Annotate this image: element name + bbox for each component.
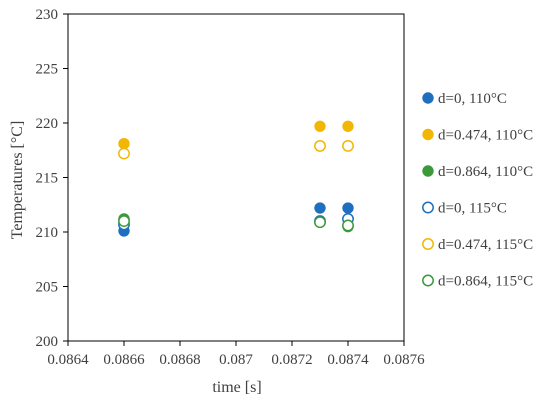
legend-label: d=0.864, 110°C <box>438 164 533 180</box>
x-tick-label: 0.0864 <box>47 352 89 368</box>
legend-label: d=0.474, 115°C <box>438 237 533 253</box>
y-tick-label: 210 <box>36 225 59 241</box>
legend-marker <box>422 201 434 214</box>
legend-label: d=0.864, 115°C <box>438 274 533 290</box>
data-point <box>314 139 326 152</box>
legend-marker <box>422 128 434 141</box>
x-tick-label: 0.0876 <box>383 352 425 368</box>
y-tick-label: 220 <box>36 116 59 132</box>
data-point <box>342 202 354 214</box>
data-point <box>314 202 326 214</box>
x-tick-label: 0.0872 <box>271 352 312 368</box>
x-axis-label: time [s] <box>212 379 261 396</box>
data-point <box>342 120 354 132</box>
plot-area <box>67 13 405 342</box>
y-tick-label: 215 <box>36 171 59 187</box>
y-tick-label: 205 <box>36 280 59 296</box>
legend-marker <box>422 238 434 250</box>
legend-item: d=0.864, 110°C <box>422 164 533 180</box>
legend-marker <box>422 274 434 287</box>
data-point <box>314 216 326 229</box>
legend-marker <box>422 165 434 177</box>
x-tick-label: 0.0866 <box>103 352 145 368</box>
y-axis-label: Temperatures [°C] <box>9 121 26 240</box>
legend-label: d=0, 115°C <box>438 201 507 217</box>
legend-marker <box>422 92 434 104</box>
data-point <box>314 120 326 132</box>
x-tick-label: 0.087 <box>219 352 253 368</box>
data-point <box>342 139 354 152</box>
y-tick-label: 230 <box>36 7 59 23</box>
y-tick-label: 200 <box>36 334 59 350</box>
legend-label: d=0, 110°C <box>438 91 507 107</box>
legend-item: d=0.864, 115°C <box>422 274 533 290</box>
y-tick-label: 225 <box>36 62 59 78</box>
x-tick-label: 0.0874 <box>327 352 369 368</box>
data-point <box>118 138 130 150</box>
legend-item: d=0.474, 115°C <box>422 237 533 253</box>
data-point <box>118 147 130 160</box>
legend-item: d=0, 115°C <box>422 201 507 217</box>
legend-item: d=0.474, 110°C <box>422 128 533 144</box>
data-point <box>342 219 354 232</box>
data-point <box>118 215 130 228</box>
legend-item: d=0, 110°C <box>422 91 507 107</box>
legend-label: d=0.474, 110°C <box>438 128 533 144</box>
x-tick-label: 0.0868 <box>159 352 200 368</box>
